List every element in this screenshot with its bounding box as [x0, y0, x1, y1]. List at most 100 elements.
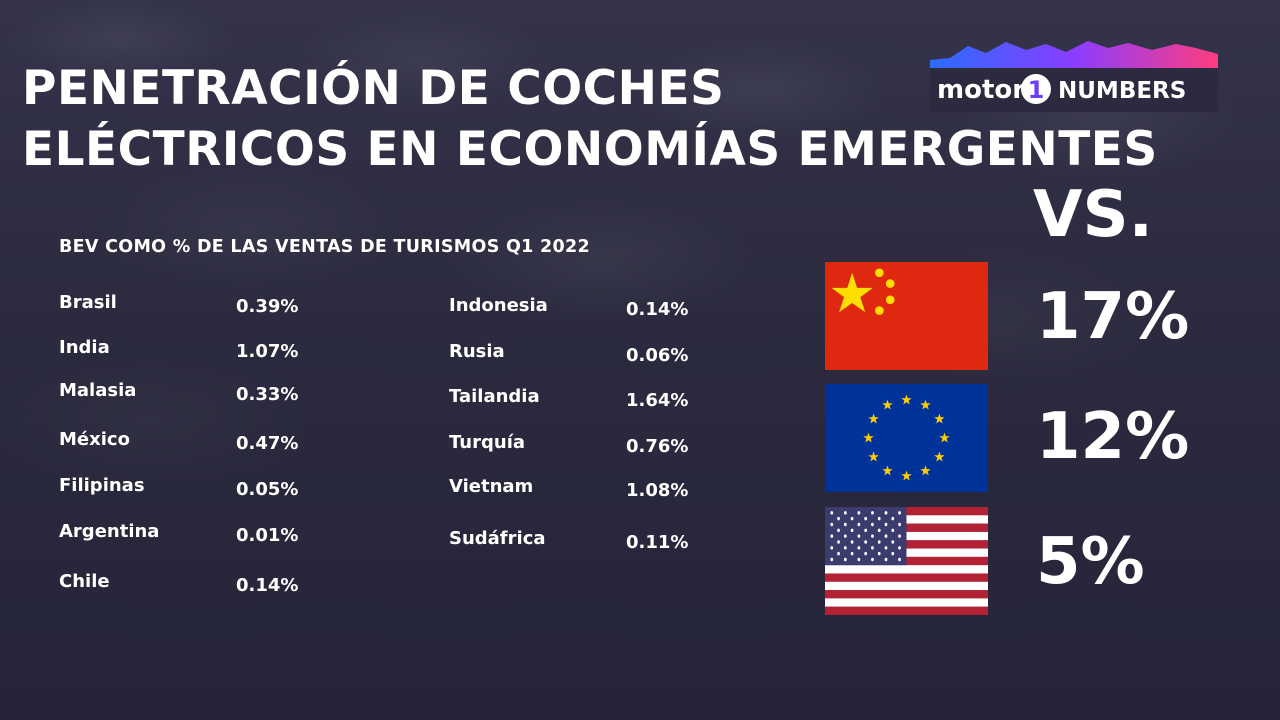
country-name: Rusia — [449, 341, 505, 362]
us-star — [830, 557, 834, 562]
us-star — [884, 546, 888, 550]
us-star — [871, 534, 874, 538]
us-star — [877, 528, 881, 533]
country-value: 1.07% — [236, 341, 299, 362]
country-value: 0.11% — [626, 532, 689, 553]
us-star — [857, 511, 861, 515]
eu-star — [934, 451, 945, 462]
us-star — [857, 557, 861, 562]
us-star — [891, 528, 895, 533]
us-star — [864, 528, 868, 533]
eu-star — [882, 399, 893, 410]
us-star — [830, 522, 834, 527]
us-star — [884, 534, 888, 538]
us-star — [850, 540, 854, 544]
us-star — [884, 557, 888, 562]
country-value: 0.39% — [236, 296, 299, 317]
country-value: 0.33% — [236, 384, 299, 405]
country-value: 0.05% — [236, 479, 299, 500]
eu-flag — [825, 384, 988, 492]
eu-star — [901, 394, 912, 405]
us-stripe — [825, 590, 988, 599]
country-value: 0.01% — [236, 525, 299, 546]
country-name: Turquía — [449, 432, 526, 453]
us-star — [898, 522, 901, 527]
country-name: Brasil — [59, 292, 117, 313]
country-value: 0.76% — [626, 436, 689, 457]
usa-percent: 5% — [1036, 525, 1145, 599]
us-star — [884, 511, 888, 515]
title-line-2: ELÉCTRICOS EN ECONOMÍAS EMERGENTES — [22, 122, 1158, 177]
country-name: Argentina — [59, 521, 160, 542]
country-value: 1.64% — [626, 390, 689, 411]
us-star — [864, 516, 868, 521]
us-star — [864, 551, 868, 556]
country-name: Sudáfrica — [449, 528, 546, 549]
eu-star — [920, 399, 931, 410]
country-value: 0.47% — [236, 433, 299, 454]
chart-subtitle: BEV COMO % DE LAS VENTAS DE TURISMOS Q1 … — [59, 237, 590, 257]
eu-star — [868, 451, 879, 462]
eu-star — [863, 432, 874, 443]
us-star — [830, 511, 834, 515]
us-star — [877, 551, 881, 556]
us-stripe — [825, 573, 988, 582]
logo-numeral: 1 — [1028, 76, 1045, 104]
us-star — [843, 546, 847, 550]
us-star — [830, 546, 834, 550]
country-name: Filipinas — [59, 475, 145, 496]
china-flag — [825, 262, 988, 370]
motor1-numbers-logo: motor 1 NUMBERS — [930, 41, 1218, 112]
us-star — [837, 516, 840, 521]
us-star — [871, 546, 874, 550]
us-stripe — [825, 598, 988, 607]
us-star — [877, 516, 881, 521]
us-star — [898, 534, 901, 538]
eu-star — [939, 432, 950, 443]
logo-motor-text: motor — [937, 75, 1025, 105]
vs-label: VS. — [1033, 178, 1153, 252]
us-star — [843, 522, 847, 527]
logo-plate — [930, 68, 1218, 112]
country-name: Indonesia — [449, 295, 548, 316]
eu-star — [920, 465, 931, 476]
us-star — [837, 528, 840, 533]
us-star — [891, 551, 895, 556]
title-line-1: PENETRACIÓN DE COCHES — [22, 61, 725, 116]
country-value: 0.14% — [626, 299, 689, 320]
country-name: Tailandia — [449, 386, 540, 407]
us-star — [857, 534, 861, 538]
eu-star — [901, 470, 912, 481]
country-value: 0.06% — [626, 345, 689, 366]
eu-star — [882, 465, 893, 476]
country-value: 1.08% — [626, 480, 689, 501]
us-star — [850, 551, 854, 556]
country-name: Malasia — [59, 380, 137, 401]
logo-numbers-text: NUMBERS — [1058, 78, 1186, 104]
us-star — [891, 540, 895, 544]
us-star — [850, 516, 854, 521]
us-star — [877, 540, 881, 544]
us-star — [884, 522, 888, 527]
country-value: 0.14% — [236, 575, 299, 596]
usa-flag — [825, 507, 988, 615]
us-star — [891, 516, 895, 521]
country-name: Chile — [59, 571, 110, 592]
us-star — [857, 522, 861, 527]
us-stripe — [825, 565, 988, 574]
logo-circle — [1021, 74, 1051, 104]
us-stripe — [825, 606, 988, 615]
us-star — [837, 540, 840, 544]
country-name: México — [59, 429, 130, 450]
us-star — [871, 522, 874, 527]
us-star — [843, 534, 847, 538]
page-title: PENETRACIÓN DE COCHES ELÉCTRICOS EN ECON… — [22, 58, 1158, 180]
us-star — [898, 546, 901, 550]
us-star — [857, 546, 861, 550]
us-star — [898, 511, 901, 515]
us-star — [837, 551, 840, 556]
us-star — [864, 540, 868, 544]
eu-star — [934, 413, 945, 424]
eu-star — [868, 413, 879, 424]
